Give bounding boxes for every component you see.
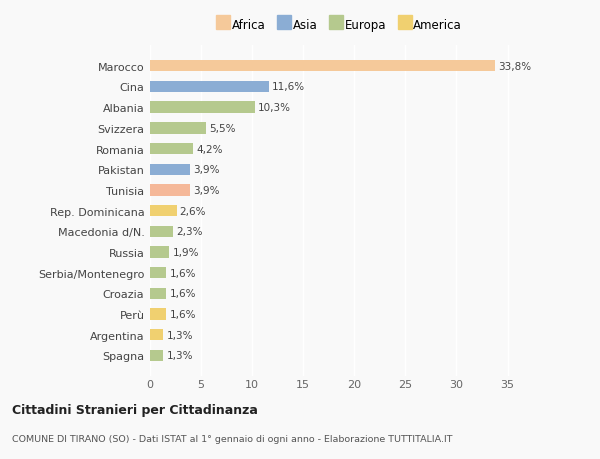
Legend: Africa, Asia, Europa, America: Africa, Asia, Europa, America	[216, 19, 462, 32]
Bar	[150, 164, 190, 175]
Text: Cittadini Stranieri per Cittadinanza: Cittadini Stranieri per Cittadinanza	[12, 403, 258, 416]
Text: 2,6%: 2,6%	[179, 206, 206, 216]
Bar	[150, 82, 269, 93]
Text: 33,8%: 33,8%	[499, 62, 532, 72]
Bar	[150, 123, 206, 134]
Text: 4,2%: 4,2%	[196, 144, 223, 154]
Bar	[150, 247, 169, 258]
Text: COMUNE DI TIRANO (SO) - Dati ISTAT al 1° gennaio di ogni anno - Elaborazione TUT: COMUNE DI TIRANO (SO) - Dati ISTAT al 1°…	[12, 434, 452, 442]
Bar	[150, 268, 166, 279]
Text: 11,6%: 11,6%	[272, 82, 305, 92]
Text: 1,6%: 1,6%	[169, 289, 196, 299]
Text: 10,3%: 10,3%	[258, 103, 291, 113]
Bar	[150, 350, 163, 361]
Bar	[150, 206, 176, 217]
Text: 1,6%: 1,6%	[169, 309, 196, 319]
Text: 1,3%: 1,3%	[166, 330, 193, 340]
Bar	[150, 330, 163, 341]
Bar	[150, 288, 166, 299]
Text: 1,9%: 1,9%	[172, 247, 199, 257]
Text: 3,9%: 3,9%	[193, 185, 220, 196]
Bar	[150, 309, 166, 320]
Text: 3,9%: 3,9%	[193, 165, 220, 175]
Bar	[150, 226, 173, 237]
Text: 1,6%: 1,6%	[169, 268, 196, 278]
Text: 5,5%: 5,5%	[209, 123, 236, 134]
Bar	[150, 102, 255, 113]
Bar	[150, 61, 496, 72]
Bar	[150, 185, 190, 196]
Text: 2,3%: 2,3%	[176, 227, 203, 237]
Text: 1,3%: 1,3%	[166, 351, 193, 361]
Bar	[150, 144, 193, 155]
